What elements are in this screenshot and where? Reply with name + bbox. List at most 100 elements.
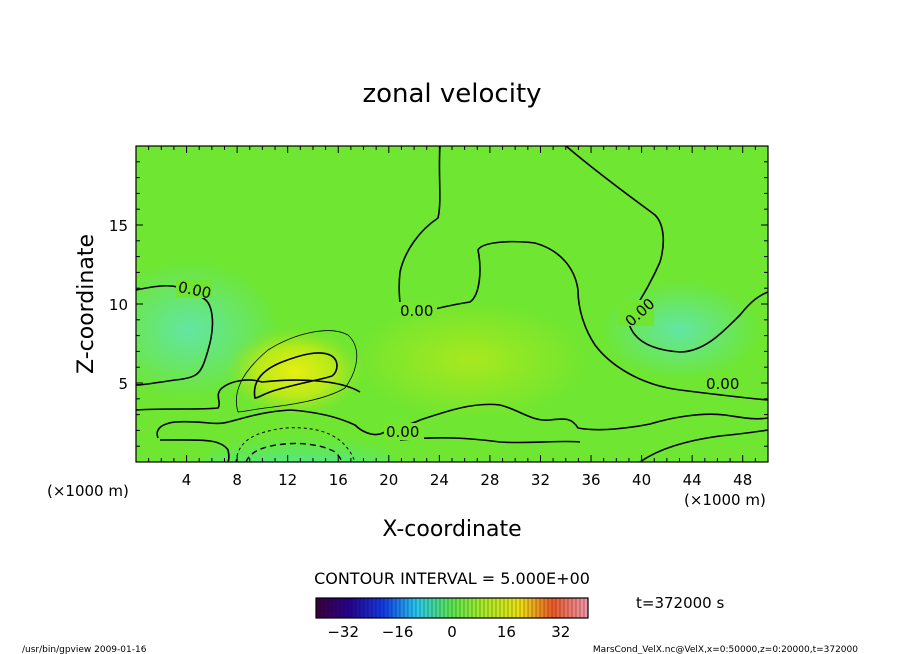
x-tick-label: 20 <box>379 471 398 489</box>
contour-label-bg <box>399 302 437 319</box>
contour-label-bg <box>704 375 744 392</box>
colorbar-cell <box>516 598 521 618</box>
colorbar-cell <box>368 598 373 618</box>
contour-line <box>159 439 230 462</box>
colorbar-cell <box>572 598 577 618</box>
colorbar-cell <box>500 598 505 618</box>
colorbar-cell <box>476 598 481 618</box>
footer-left: /usr/bin/gpview 2009-01-16 <box>22 645 147 654</box>
contour-line <box>235 330 358 413</box>
colorbar-cell <box>488 598 493 618</box>
x-tick-label: 32 <box>531 471 550 489</box>
colorbar-cell <box>360 598 365 618</box>
contour-label: 0.00 <box>706 375 739 393</box>
colorbar-tick-label: −16 <box>382 623 414 641</box>
colorbar-cell <box>552 598 557 618</box>
colorbar-cell <box>584 598 589 618</box>
y-tick-label: 15 <box>109 217 128 235</box>
plot-area: 0.00 0.00 0.00 0.00 0.00 <box>136 146 768 462</box>
x-tick-label: 16 <box>329 471 348 489</box>
colorbar-cell <box>328 598 333 618</box>
colorbar-cell <box>364 598 369 618</box>
field-negative-core <box>205 425 395 462</box>
colorbar-cell <box>540 598 545 618</box>
colorbar-cell <box>428 598 433 618</box>
colorbar-cell <box>404 598 409 618</box>
colorbar-cell <box>376 598 381 618</box>
colorbar <box>316 598 589 618</box>
x-tick-label: 40 <box>632 471 651 489</box>
y-axis: 5 10 15 <box>109 161 768 447</box>
colorbar-cell <box>344 598 349 618</box>
x-tick-label: 4 <box>182 471 192 489</box>
y-axis-label: Z-coordinate <box>74 234 99 374</box>
colorbar-cell <box>352 598 357 618</box>
colorbar-cell <box>480 598 485 618</box>
x-axis: 4 8 12 16 20 24 28 32 36 40 44 48 <box>148 146 756 489</box>
colorbar-cell <box>384 598 389 618</box>
colorbar-tick-label: −32 <box>327 623 359 641</box>
colorbar-cell <box>448 598 453 618</box>
colorbar-cell <box>452 598 457 618</box>
colorbar-cell <box>496 598 501 618</box>
colorbar-cell <box>504 598 509 618</box>
colorbar-cell <box>348 598 353 618</box>
x-tick-label: 24 <box>430 471 449 489</box>
colorbar-cell <box>524 598 529 618</box>
colorbar-cell <box>472 598 477 618</box>
colorbar-cell <box>408 598 413 618</box>
contour-label: 0.00 <box>386 423 419 441</box>
colorbar-cell <box>436 598 441 618</box>
x-tick-label: 36 <box>581 471 600 489</box>
colorbar-tick-label: 32 <box>551 623 570 641</box>
colorbar-cell <box>456 598 461 618</box>
colorbar-ticks: −32 −16 0 16 32 <box>327 623 570 641</box>
x-tick-label: 48 <box>733 471 752 489</box>
colorbar-cell <box>492 598 497 618</box>
field-teal-patch <box>600 280 760 380</box>
colorbar-tick-label: 0 <box>447 623 457 641</box>
colorbar-cell <box>432 598 437 618</box>
contour-line <box>639 429 768 462</box>
colorbar-cell <box>396 598 401 618</box>
time-label: t=372000 s <box>636 594 724 612</box>
x-tick-label: 44 <box>683 471 702 489</box>
contour-line <box>156 403 768 439</box>
x-tick-label: 8 <box>232 471 242 489</box>
colorbar-cell <box>440 598 445 618</box>
x-tick-label: 12 <box>278 471 297 489</box>
colorbar-cell <box>512 598 517 618</box>
colorbar-frame <box>315 597 589 619</box>
contour-label-bg <box>384 423 424 440</box>
colorbar-cell <box>340 598 345 618</box>
colorbar-cell <box>560 598 565 618</box>
contour-line <box>245 442 343 462</box>
contour-interval: CONTOUR INTERVAL = 5.000E+00 <box>314 569 590 588</box>
colorbar-cell <box>460 598 465 618</box>
colorbar-cell <box>372 598 377 618</box>
colorbar-cell <box>536 598 541 618</box>
colorbar-cell <box>484 598 489 618</box>
contour-line <box>399 437 581 444</box>
colorbar-cell <box>576 598 581 618</box>
colorbar-cell <box>388 598 393 618</box>
colorbar-cell <box>316 598 321 618</box>
x-axis-unit-right: (×1000 m) <box>684 491 766 509</box>
colorbar-cell <box>400 598 405 618</box>
colorbar-cell <box>468 598 473 618</box>
colorbar-tick-label: 16 <box>497 623 516 641</box>
colorbar-cell <box>544 598 549 618</box>
colorbar-cell <box>508 598 513 618</box>
contour-label: 0.00 <box>400 302 433 320</box>
colorbar-cell <box>444 598 449 618</box>
colorbar-cell <box>416 598 421 618</box>
colorbar-cell <box>528 598 533 618</box>
colorbar-cell <box>580 598 585 618</box>
y-tick-label: 10 <box>109 296 128 314</box>
colorbar-cell <box>424 598 429 618</box>
colorbar-cell <box>532 598 537 618</box>
colorbar-cell <box>320 598 325 618</box>
colorbar-cell <box>420 598 425 618</box>
contour-line <box>235 427 356 462</box>
